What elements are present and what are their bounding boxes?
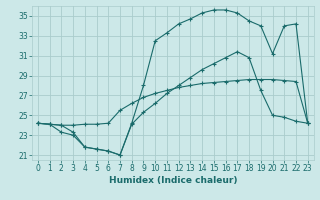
X-axis label: Humidex (Indice chaleur): Humidex (Indice chaleur)	[108, 176, 237, 185]
